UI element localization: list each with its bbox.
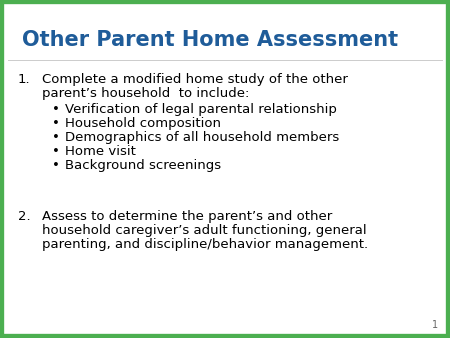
Text: •: • — [52, 159, 60, 172]
Text: •: • — [52, 117, 60, 130]
Text: parent’s household  to include:: parent’s household to include: — [42, 87, 249, 100]
Text: Assess to determine the parent’s and other: Assess to determine the parent’s and oth… — [42, 210, 332, 223]
Text: Complete a modified home study of the other: Complete a modified home study of the ot… — [42, 73, 348, 86]
Text: Background screenings: Background screenings — [65, 159, 221, 172]
Text: 1: 1 — [432, 320, 438, 330]
Text: Home visit: Home visit — [65, 145, 136, 158]
Text: Other Parent Home Assessment: Other Parent Home Assessment — [22, 30, 398, 50]
Text: •: • — [52, 103, 60, 116]
Text: •: • — [52, 131, 60, 144]
Text: parenting, and discipline/behavior management.: parenting, and discipline/behavior manag… — [42, 238, 368, 251]
Text: household caregiver’s adult functioning, general: household caregiver’s adult functioning,… — [42, 224, 367, 237]
Text: Household composition: Household composition — [65, 117, 221, 130]
Text: Verification of legal parental relationship: Verification of legal parental relations… — [65, 103, 337, 116]
Text: 2.: 2. — [18, 210, 31, 223]
Text: •: • — [52, 145, 60, 158]
Text: Demographics of all household members: Demographics of all household members — [65, 131, 339, 144]
Text: 1.: 1. — [18, 73, 31, 86]
